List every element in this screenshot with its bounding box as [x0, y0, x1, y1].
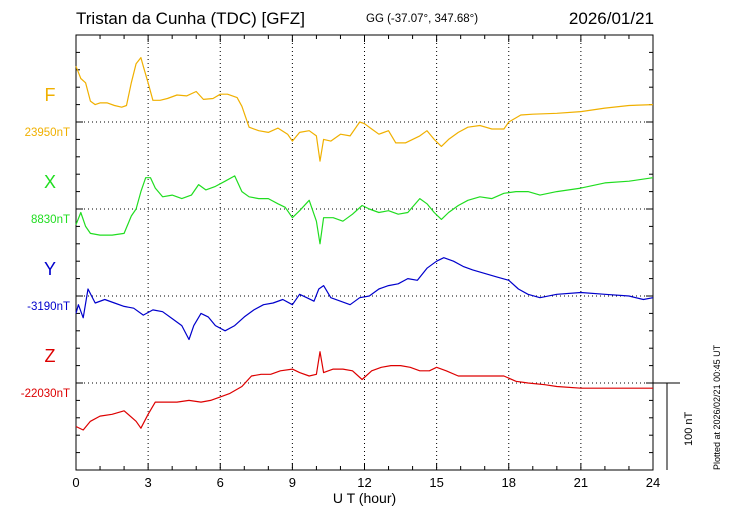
scale-bar [653, 382, 680, 470]
plotted-note: Plotted at 2026/02/21 00:45 UT [712, 344, 722, 470]
grid-lines [76, 35, 653, 470]
series-x-baseline: 8830nT [31, 214, 70, 226]
x-axis-title: U T (hour) [333, 490, 396, 506]
series-y-name: Y [44, 259, 56, 279]
x-tick-label: 3 [145, 475, 152, 490]
series-z-baseline: -22030nT [21, 388, 70, 400]
x-tick-label: 21 [574, 475, 588, 490]
x-tick-label: 6 [217, 475, 224, 490]
series-z-name: Z [45, 346, 56, 366]
x-tick-label: 9 [289, 475, 296, 490]
x-tick-label: 12 [357, 475, 371, 490]
series-lines [75, 56, 654, 431]
x-tick-label: 15 [429, 475, 443, 490]
date-label: 2026/01/21 [568, 9, 654, 28]
x-tick-label: 24 [646, 475, 660, 490]
x-tick-label: 18 [502, 475, 516, 490]
series-y-line [75, 257, 654, 341]
axes: 0 3 6 9 12 15 18 21 24 U T (hour) [72, 34, 660, 506]
series-x-name: X [44, 172, 56, 192]
series-z-line [75, 351, 653, 431]
series-f-line [75, 56, 654, 162]
series-labels: F 23950nT X 8830nT Y -3190nT Z -22030nT [21, 85, 70, 400]
station-title: Tristan da Cunha (TDC) [GFZ] [76, 9, 305, 28]
series-f-baseline: 23950nT [25, 127, 70, 139]
series-f-name: F [45, 85, 56, 105]
series-y-baseline: -3190nT [27, 301, 70, 313]
x-tick-label: 0 [72, 475, 79, 490]
coordinates-label: GG (-37.07°, 347.68°) [366, 13, 479, 25]
scale-bar-label: 100 nT [683, 411, 695, 446]
series-x-line [75, 175, 654, 245]
